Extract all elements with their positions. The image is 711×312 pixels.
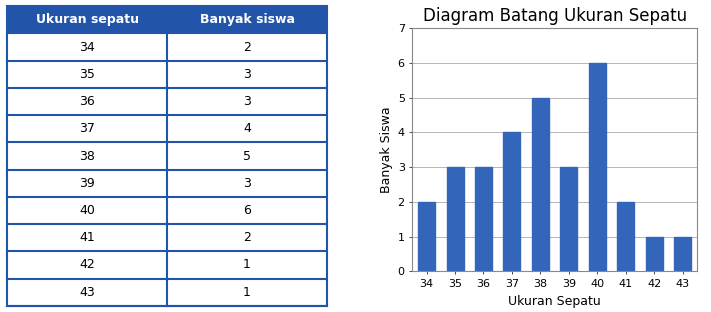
Text: 5: 5 — [243, 149, 251, 163]
Text: 1: 1 — [243, 286, 251, 299]
Bar — [532, 98, 549, 271]
Text: 3: 3 — [243, 68, 251, 81]
Bar — [7, 6, 327, 33]
Text: 36: 36 — [79, 95, 95, 108]
Bar — [475, 167, 492, 271]
Y-axis label: Banyak Siswa: Banyak Siswa — [380, 106, 393, 193]
Bar — [674, 237, 691, 271]
Text: 37: 37 — [79, 122, 95, 135]
Bar — [447, 167, 464, 271]
Text: 2: 2 — [243, 231, 251, 244]
Text: 3: 3 — [243, 95, 251, 108]
Text: 39: 39 — [79, 177, 95, 190]
Bar — [503, 132, 520, 271]
Bar — [617, 202, 634, 271]
Bar — [560, 167, 577, 271]
Text: 4: 4 — [243, 122, 251, 135]
Text: 35: 35 — [79, 68, 95, 81]
Bar — [589, 63, 606, 271]
Text: 1: 1 — [243, 258, 251, 271]
Text: 2: 2 — [243, 41, 251, 54]
Bar — [418, 202, 435, 271]
Text: 38: 38 — [79, 149, 95, 163]
Text: 42: 42 — [79, 258, 95, 271]
Text: 41: 41 — [79, 231, 95, 244]
Text: 3: 3 — [243, 177, 251, 190]
Text: Banyak siswa: Banyak siswa — [200, 13, 294, 26]
Text: 40: 40 — [79, 204, 95, 217]
Text: 6: 6 — [243, 204, 251, 217]
Text: 43: 43 — [79, 286, 95, 299]
Bar — [646, 237, 663, 271]
Title: Diagram Batang Ukuran Sepatu: Diagram Batang Ukuran Sepatu — [422, 7, 687, 25]
Text: Ukuran sepatu: Ukuran sepatu — [36, 13, 139, 26]
X-axis label: Ukuran Sepatu: Ukuran Sepatu — [508, 295, 601, 308]
Text: 34: 34 — [79, 41, 95, 54]
